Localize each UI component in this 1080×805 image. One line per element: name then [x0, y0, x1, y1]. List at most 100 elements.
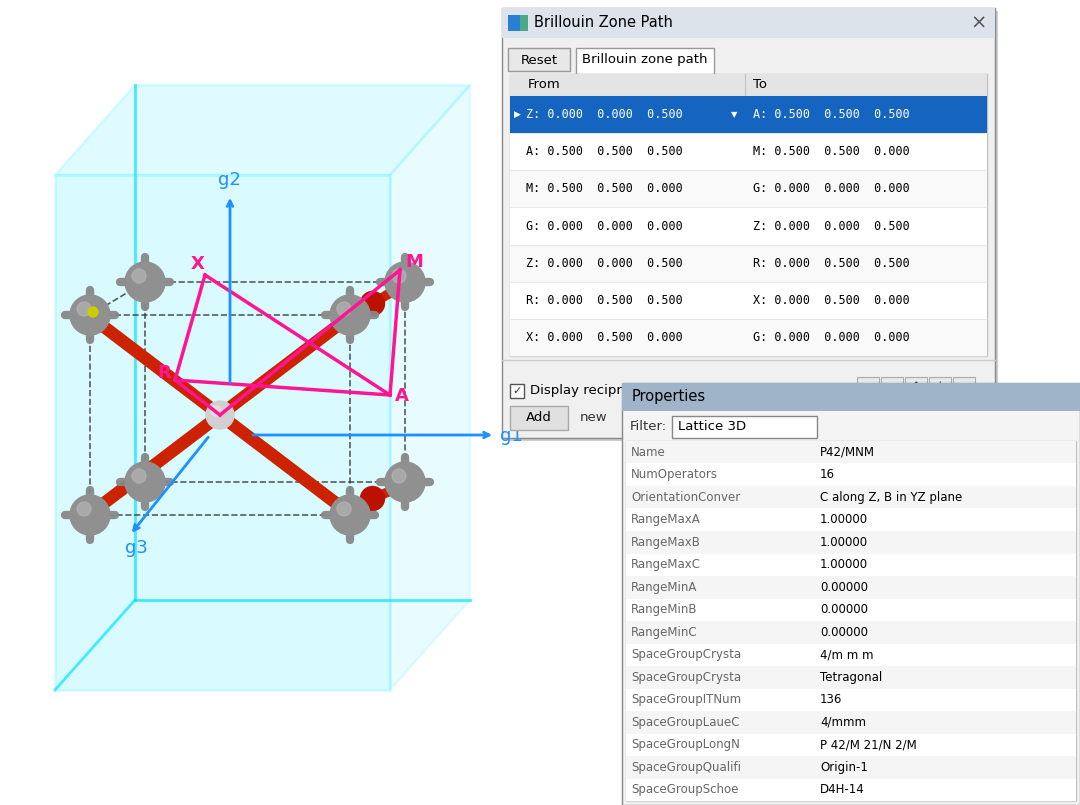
- Text: G: 0.000  0.000  0.000: G: 0.000 0.000 0.000: [526, 220, 683, 233]
- Text: M: M: [405, 253, 423, 271]
- FancyBboxPatch shape: [626, 643, 1076, 666]
- Text: SpaceGroupCrysta: SpaceGroupCrysta: [631, 648, 741, 661]
- Text: RangeMinA: RangeMinA: [631, 580, 698, 594]
- Circle shape: [70, 495, 110, 535]
- Text: NumOperators: NumOperators: [631, 469, 718, 481]
- Circle shape: [384, 262, 426, 302]
- FancyBboxPatch shape: [510, 406, 568, 430]
- Circle shape: [125, 262, 165, 302]
- Text: ▼: ▼: [731, 110, 738, 119]
- Circle shape: [330, 295, 370, 335]
- FancyBboxPatch shape: [510, 96, 987, 133]
- Circle shape: [337, 302, 351, 316]
- Text: Z: 0.000  0.000  0.500: Z: 0.000 0.000 0.500: [753, 220, 909, 233]
- Circle shape: [125, 462, 165, 502]
- FancyBboxPatch shape: [672, 416, 816, 438]
- Text: M: 0.500  0.500  0.000: M: 0.500 0.500 0.000: [526, 183, 683, 196]
- Text: P42/MNM: P42/MNM: [820, 446, 875, 459]
- Text: 1.00000: 1.00000: [820, 514, 868, 526]
- FancyBboxPatch shape: [576, 48, 714, 74]
- Text: From: From: [528, 79, 561, 92]
- FancyBboxPatch shape: [626, 733, 1076, 756]
- Circle shape: [77, 502, 91, 516]
- Text: 4/m m m: 4/m m m: [820, 648, 874, 661]
- Text: ×: ×: [971, 14, 987, 32]
- Circle shape: [392, 269, 406, 283]
- FancyBboxPatch shape: [905, 377, 927, 399]
- Circle shape: [211, 406, 221, 416]
- Text: ✕: ✕: [887, 382, 897, 394]
- FancyBboxPatch shape: [502, 8, 995, 438]
- Text: RangeMaxB: RangeMaxB: [631, 536, 701, 549]
- Text: g1: g1: [500, 427, 523, 445]
- Text: 1.00000: 1.00000: [820, 558, 868, 572]
- FancyBboxPatch shape: [510, 133, 987, 171]
- Circle shape: [361, 291, 384, 316]
- Text: C along Z, B in YZ plane: C along Z, B in YZ plane: [820, 491, 962, 504]
- FancyBboxPatch shape: [626, 486, 1076, 509]
- FancyBboxPatch shape: [626, 711, 1076, 733]
- Text: G: 0.000  0.000  0.000: G: 0.000 0.000 0.000: [753, 183, 909, 196]
- Text: Z: 0.000  0.000  0.500: Z: 0.000 0.000 0.500: [526, 257, 683, 270]
- Polygon shape: [55, 85, 470, 175]
- Text: Lattice 3D: Lattice 3D: [678, 420, 746, 434]
- FancyBboxPatch shape: [0, 0, 502, 805]
- FancyBboxPatch shape: [626, 778, 1076, 801]
- Text: SpaceGroupLaueC: SpaceGroupLaueC: [631, 716, 740, 729]
- Text: RangeMinB: RangeMinB: [631, 603, 698, 617]
- FancyBboxPatch shape: [505, 11, 998, 441]
- Text: 0.00000: 0.00000: [820, 580, 868, 594]
- Text: A: A: [395, 387, 409, 405]
- Text: new: new: [580, 411, 608, 424]
- Polygon shape: [390, 85, 470, 690]
- FancyBboxPatch shape: [510, 245, 987, 282]
- FancyBboxPatch shape: [626, 554, 1076, 576]
- Text: SpaceGroupCrysta: SpaceGroupCrysta: [631, 671, 741, 683]
- Circle shape: [132, 269, 146, 283]
- Text: X: 0.000  0.500  0.000: X: 0.000 0.500 0.000: [526, 331, 683, 344]
- Text: Properties: Properties: [632, 390, 706, 404]
- Text: SpaceGroupITNum: SpaceGroupITNum: [631, 693, 741, 706]
- FancyBboxPatch shape: [510, 171, 987, 208]
- Text: To: To: [753, 79, 767, 92]
- Text: Name: Name: [631, 446, 665, 459]
- Circle shape: [77, 302, 91, 316]
- Text: OrientationConver: OrientationConver: [631, 491, 740, 504]
- Circle shape: [337, 502, 351, 516]
- Text: SpaceGroupSchoe: SpaceGroupSchoe: [631, 783, 739, 796]
- Text: SpaceGroupLongN: SpaceGroupLongN: [631, 738, 740, 751]
- FancyBboxPatch shape: [626, 441, 1076, 801]
- Text: Origin-1: Origin-1: [820, 761, 868, 774]
- FancyBboxPatch shape: [626, 576, 1076, 598]
- Text: G: 0.000  0.000  0.000: G: 0.000 0.000 0.000: [753, 331, 909, 344]
- Text: ↔: ↔: [959, 382, 969, 394]
- Text: RangeMaxA: RangeMaxA: [631, 514, 701, 526]
- Text: SpaceGroupQualifi: SpaceGroupQualifi: [631, 761, 741, 774]
- Text: 0.00000: 0.00000: [820, 625, 868, 638]
- FancyBboxPatch shape: [626, 531, 1076, 554]
- FancyBboxPatch shape: [626, 621, 1076, 643]
- Text: R: 0.000  0.500  0.500: R: 0.000 0.500 0.500: [526, 294, 683, 307]
- FancyBboxPatch shape: [953, 377, 975, 399]
- FancyBboxPatch shape: [502, 8, 995, 38]
- FancyBboxPatch shape: [510, 74, 987, 356]
- Text: X: 0.000  0.500  0.000: X: 0.000 0.500 0.000: [753, 294, 909, 307]
- FancyBboxPatch shape: [519, 15, 528, 31]
- Text: RangeMinC: RangeMinC: [631, 625, 698, 638]
- Text: ✓: ✓: [512, 386, 522, 396]
- Text: ▶: ▶: [514, 110, 521, 119]
- Text: Z: 0.000  0.000  0.500: Z: 0.000 0.000 0.500: [526, 108, 683, 121]
- Text: Reset: Reset: [521, 53, 557, 67]
- FancyBboxPatch shape: [626, 756, 1076, 778]
- FancyBboxPatch shape: [626, 688, 1076, 711]
- Circle shape: [206, 401, 234, 429]
- Text: M: 0.500  0.500  0.000: M: 0.500 0.500 0.000: [753, 145, 909, 159]
- FancyBboxPatch shape: [626, 441, 1076, 464]
- Text: □: □: [862, 382, 874, 394]
- Text: 136: 136: [820, 693, 842, 706]
- FancyBboxPatch shape: [510, 319, 987, 356]
- Text: 0.00000: 0.00000: [820, 603, 868, 617]
- Circle shape: [392, 469, 406, 483]
- Text: RangeMaxC: RangeMaxC: [631, 558, 701, 572]
- FancyBboxPatch shape: [622, 383, 1080, 805]
